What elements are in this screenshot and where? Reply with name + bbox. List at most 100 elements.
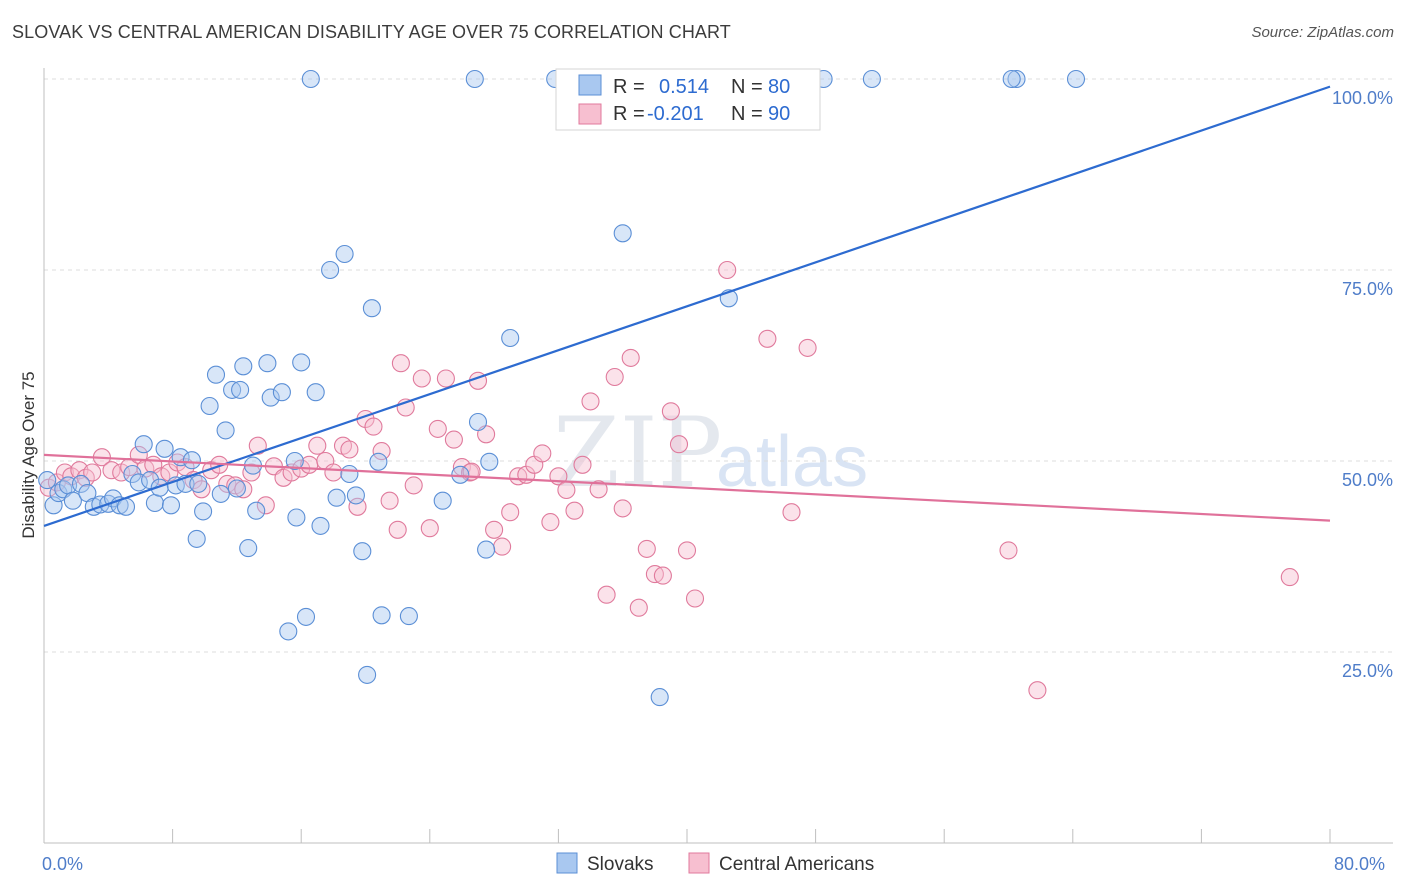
central-americans-point <box>420 519 439 538</box>
bottom-legend-swatch-slovaks <box>556 852 578 874</box>
slovaks-point <box>155 439 174 458</box>
central-americans-point <box>83 463 102 482</box>
legend-n-value-central-americans: 90 <box>768 103 790 125</box>
legend-r-label: R = <box>613 76 645 98</box>
central-americans-point <box>324 463 343 482</box>
slovaks-point <box>480 452 499 471</box>
central-americans-point <box>637 539 656 558</box>
central-americans-point <box>348 497 367 516</box>
slovaks-point <box>353 542 372 561</box>
y-tick-label: 25.0% <box>1342 661 1393 681</box>
slovaks-point <box>231 380 250 399</box>
slovaks-point <box>129 473 148 492</box>
legend-n-value-slovaks: 80 <box>768 76 790 98</box>
central-americans-point <box>999 541 1018 560</box>
central-americans-point <box>248 436 267 455</box>
legend-swatch-central-americans <box>578 103 602 125</box>
central-americans-point <box>372 442 391 461</box>
central-americans-point <box>653 566 672 585</box>
slovaks-point <box>613 224 632 243</box>
slovaks-point <box>340 464 359 484</box>
central-americans-point <box>605 367 624 387</box>
central-americans-point <box>669 435 689 454</box>
slovaks-point <box>292 353 311 372</box>
slovaks-point <box>465 69 484 89</box>
central-americans-point <box>597 585 616 604</box>
watermark-atlas: atlas <box>716 422 868 502</box>
slovaks-point <box>399 607 418 626</box>
slovaks-point <box>63 491 82 510</box>
central-americans-point <box>798 338 817 357</box>
central-americans-point <box>340 440 359 459</box>
slovaks-point <box>227 479 246 498</box>
central-americans-point <box>621 348 640 367</box>
chart-source: Source: ZipAtlas.com <box>1251 24 1394 41</box>
central-americans-point <box>758 329 777 348</box>
central-americans-point <box>308 436 327 455</box>
slovaks-point <box>200 396 219 416</box>
central-americans-point <box>256 496 275 515</box>
legend-n-label: N = <box>731 103 763 125</box>
central-americans-point <box>782 503 801 522</box>
legend-r-label: R = <box>613 103 645 125</box>
central-americans-point <box>493 537 512 556</box>
central-americans-point <box>661 402 680 421</box>
central-americans-point <box>485 520 504 539</box>
central-americans-point <box>428 419 447 438</box>
central-americans-point <box>364 417 383 436</box>
central-americans-point <box>1028 681 1047 700</box>
slovaks-point <box>433 491 452 510</box>
central-americans-trend-line <box>43 453 1331 522</box>
x-tick-label: 0.0% <box>42 854 83 874</box>
slovaks-point <box>311 516 330 535</box>
x-axis-ticks <box>43 829 1331 843</box>
slovaks-point <box>1066 69 1086 89</box>
slovaks-point <box>362 299 381 318</box>
y-tick-label: 100.0% <box>1332 88 1393 108</box>
central-americans-point <box>589 480 608 499</box>
slovaks-point <box>358 665 377 684</box>
central-americans-point <box>192 480 211 499</box>
bottom-legend-swatch-central-americans <box>688 852 710 874</box>
central-americans-point <box>677 541 697 560</box>
slovaks-point <box>372 606 391 625</box>
central-americans-point <box>380 491 399 510</box>
central-americans-point <box>613 499 632 518</box>
slovaks-point <box>650 688 669 707</box>
slovaks-point <box>327 488 346 507</box>
central-americans-point <box>388 520 407 539</box>
slovaks-point <box>272 383 291 402</box>
slovaks-point <box>477 540 496 559</box>
slovaks-point <box>206 365 226 384</box>
slovaks-point <box>134 435 153 454</box>
watermark-zip: ZIP <box>553 397 722 509</box>
central-americans-point <box>412 369 431 388</box>
legend-swatch-slovaks <box>578 74 602 96</box>
slovaks-point <box>150 478 169 497</box>
slovaks-point <box>306 383 325 402</box>
slovaks-point <box>296 607 316 626</box>
legend-r-value-slovaks: 0.514 <box>659 76 709 98</box>
slovaks-point <box>194 502 213 521</box>
chart-title: SLOVAK VS CENTRAL AMERICAN DISABILITY AG… <box>12 22 731 42</box>
slovaks-point <box>501 328 520 348</box>
slovaks-point <box>166 476 185 495</box>
central-americans-point <box>573 455 592 474</box>
central-americans-point <box>565 501 584 520</box>
series-legend: Slovaks Central Americans <box>556 852 874 875</box>
slovaks-point <box>247 501 266 520</box>
slovaks-point <box>71 474 91 493</box>
slovaks-points <box>38 69 1086 707</box>
central-americans-point <box>1280 568 1299 587</box>
slovaks-point <box>285 451 304 471</box>
central-americans-point <box>685 589 705 608</box>
y-tick-label: 75.0% <box>1342 279 1393 299</box>
slovaks-point <box>216 421 235 440</box>
bottom-legend-central-americans: Central Americans <box>719 854 874 875</box>
slovaks-point <box>211 484 230 503</box>
central-americans-point <box>718 260 737 280</box>
y-axis-label: Disability Age Over 75 <box>19 371 38 538</box>
central-americans-point <box>391 354 410 373</box>
slovaks-point <box>234 357 253 376</box>
